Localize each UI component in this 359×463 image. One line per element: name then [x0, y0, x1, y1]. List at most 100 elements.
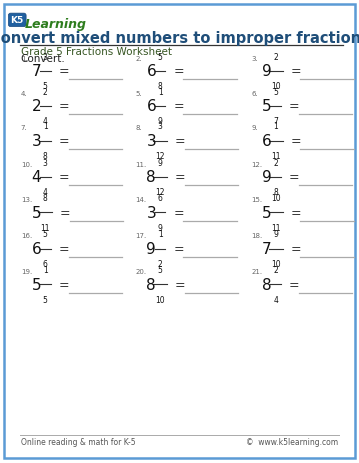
- Text: 2: 2: [43, 88, 48, 96]
- Text: 2: 2: [32, 99, 41, 114]
- Text: 10: 10: [155, 295, 165, 304]
- Text: 10: 10: [271, 82, 280, 91]
- Text: 8: 8: [262, 277, 272, 292]
- Text: 5: 5: [32, 206, 41, 220]
- Text: 9: 9: [262, 64, 272, 79]
- Text: =: =: [290, 65, 301, 78]
- Text: 8: 8: [146, 277, 156, 292]
- Text: 7: 7: [262, 242, 272, 257]
- Text: =: =: [59, 100, 69, 113]
- Text: 5: 5: [262, 99, 272, 114]
- Text: 5: 5: [262, 206, 272, 220]
- Text: Grade 5 Fractions Worksheet: Grade 5 Fractions Worksheet: [21, 47, 172, 57]
- Text: 17.: 17.: [136, 233, 147, 239]
- Text: =: =: [175, 171, 186, 184]
- Text: 5: 5: [273, 88, 278, 96]
- Text: Convert mixed numbers to improper fractions: Convert mixed numbers to improper fracti…: [0, 31, 359, 45]
- Text: 10.: 10.: [21, 161, 32, 167]
- Text: =: =: [175, 135, 186, 148]
- Text: =: =: [173, 243, 184, 256]
- Text: 4: 4: [273, 295, 278, 304]
- Text: 7: 7: [273, 117, 278, 125]
- Text: 9: 9: [146, 242, 156, 257]
- Text: 20.: 20.: [136, 269, 147, 275]
- Text: ©  www.k5learning.com: © www.k5learning.com: [246, 437, 338, 446]
- Text: 7.: 7.: [21, 125, 28, 131]
- Text: 2: 2: [158, 259, 163, 268]
- Text: 8: 8: [43, 151, 48, 160]
- Text: =: =: [60, 206, 71, 219]
- FancyBboxPatch shape: [4, 5, 355, 458]
- Text: 4.: 4.: [21, 90, 27, 96]
- Text: 5: 5: [32, 277, 41, 292]
- Text: 9.: 9.: [251, 125, 258, 131]
- Text: 6: 6: [146, 64, 156, 79]
- Text: 8.: 8.: [136, 125, 143, 131]
- Text: 12.: 12.: [251, 161, 262, 167]
- Text: =: =: [59, 171, 69, 184]
- Text: 13.: 13.: [21, 197, 32, 203]
- Text: 9: 9: [273, 230, 278, 239]
- Text: 1: 1: [158, 230, 163, 239]
- Text: =: =: [59, 65, 69, 78]
- Text: 6: 6: [146, 99, 156, 114]
- Text: 8: 8: [43, 194, 48, 203]
- Text: =: =: [290, 206, 301, 219]
- Text: 12: 12: [155, 151, 165, 160]
- Text: 3.: 3.: [251, 56, 258, 62]
- Text: 4: 4: [32, 170, 41, 185]
- Text: 4: 4: [43, 117, 48, 125]
- Text: 3: 3: [43, 53, 48, 62]
- Text: 5: 5: [43, 230, 48, 239]
- Text: 5: 5: [43, 82, 48, 91]
- Text: 15.: 15.: [251, 197, 262, 203]
- Text: =: =: [290, 243, 301, 256]
- Text: 8: 8: [146, 170, 156, 185]
- Text: 12: 12: [155, 188, 165, 196]
- Text: =: =: [59, 135, 69, 148]
- Text: 3: 3: [146, 206, 156, 220]
- Text: 5: 5: [43, 295, 48, 304]
- Text: 11: 11: [271, 223, 280, 232]
- Text: 1: 1: [158, 88, 163, 96]
- Text: 5: 5: [158, 53, 163, 62]
- Text: =: =: [175, 278, 186, 291]
- Text: =: =: [289, 100, 300, 113]
- Text: =: =: [173, 65, 184, 78]
- Text: 9: 9: [158, 158, 163, 167]
- Text: 4: 4: [43, 188, 48, 196]
- Text: =: =: [290, 135, 301, 148]
- Text: 18.: 18.: [251, 233, 262, 239]
- Text: 21.: 21.: [251, 269, 262, 275]
- Text: 8: 8: [273, 188, 278, 196]
- Text: =: =: [173, 206, 184, 219]
- Text: 2.: 2.: [136, 56, 142, 62]
- Text: =: =: [59, 243, 69, 256]
- Text: 6: 6: [43, 259, 48, 268]
- Text: 9: 9: [158, 117, 163, 125]
- Text: 3: 3: [158, 122, 163, 131]
- Text: 16.: 16.: [21, 233, 32, 239]
- Text: 6: 6: [32, 242, 41, 257]
- Text: 8: 8: [158, 82, 163, 91]
- Text: 2: 2: [273, 53, 278, 62]
- Text: 11: 11: [41, 223, 50, 232]
- Text: 1: 1: [43, 266, 48, 275]
- Text: =: =: [59, 278, 69, 291]
- Text: =: =: [289, 278, 300, 291]
- Text: 10: 10: [271, 194, 280, 203]
- Text: 1: 1: [43, 122, 48, 131]
- Text: 2: 2: [273, 158, 278, 167]
- Text: 6.: 6.: [251, 90, 258, 96]
- Text: 6: 6: [262, 134, 272, 149]
- Text: 3: 3: [146, 134, 156, 149]
- Text: Online reading & math for K-5: Online reading & math for K-5: [21, 437, 135, 446]
- Text: 5: 5: [158, 266, 163, 275]
- Text: 14.: 14.: [136, 197, 147, 203]
- Text: 3: 3: [43, 158, 48, 167]
- Text: 6: 6: [158, 194, 163, 203]
- Text: 9: 9: [158, 223, 163, 232]
- Text: 7: 7: [32, 64, 41, 79]
- Text: 19.: 19.: [21, 269, 32, 275]
- Text: 11.: 11.: [136, 161, 147, 167]
